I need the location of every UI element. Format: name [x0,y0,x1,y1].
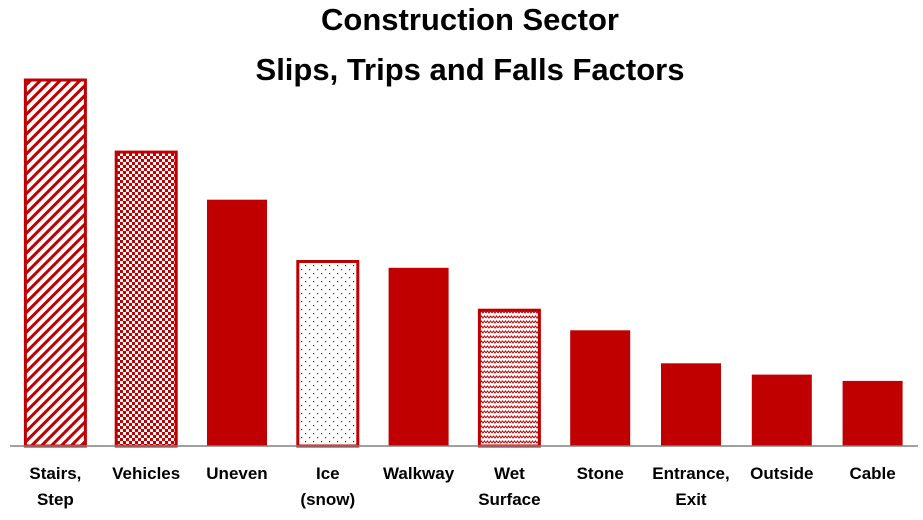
category-label-5-1: Surface [478,490,540,509]
bar-series [23,78,903,448]
category-label-3-1: (snow) [300,490,355,509]
bar-0 [23,78,87,448]
bar-3 [296,260,360,448]
bar-8 [751,374,812,446]
bar-9 [842,380,903,446]
bar-7 [661,363,721,446]
bar-5 [477,308,541,448]
chart-title-line-2: Slips, Trips and Falls Factors [256,52,685,87]
bar-1 [114,150,178,448]
category-label-4-0: Walkway [383,464,455,483]
bar-2 [207,199,267,446]
category-label-8-0: Outside [750,464,813,483]
category-label-1-0: Vehicles [112,464,180,483]
category-label-3-0: Ice [316,464,340,483]
bar-4 [388,267,449,446]
category-label-5-0: Wet [494,464,525,483]
category-label-6-0: Stone [577,464,624,483]
chart-title: Construction Sector Slips, Trips and Fal… [256,2,685,87]
category-label-7-1: Exit [675,490,707,509]
category-label-0-1: Step [37,490,74,509]
category-label-7-0: Entrance, [652,464,729,483]
bar-6 [570,330,631,446]
category-label-9-0: Cable [849,464,895,483]
category-label-2-0: Uneven [206,464,267,483]
chart-title-line-1: Construction Sector [321,2,619,37]
category-labels: Stairs, Step Vehicles Uneven Ice (snow) Walkwa… [29,464,895,509]
category-label-0-0: Stairs, [29,464,81,483]
